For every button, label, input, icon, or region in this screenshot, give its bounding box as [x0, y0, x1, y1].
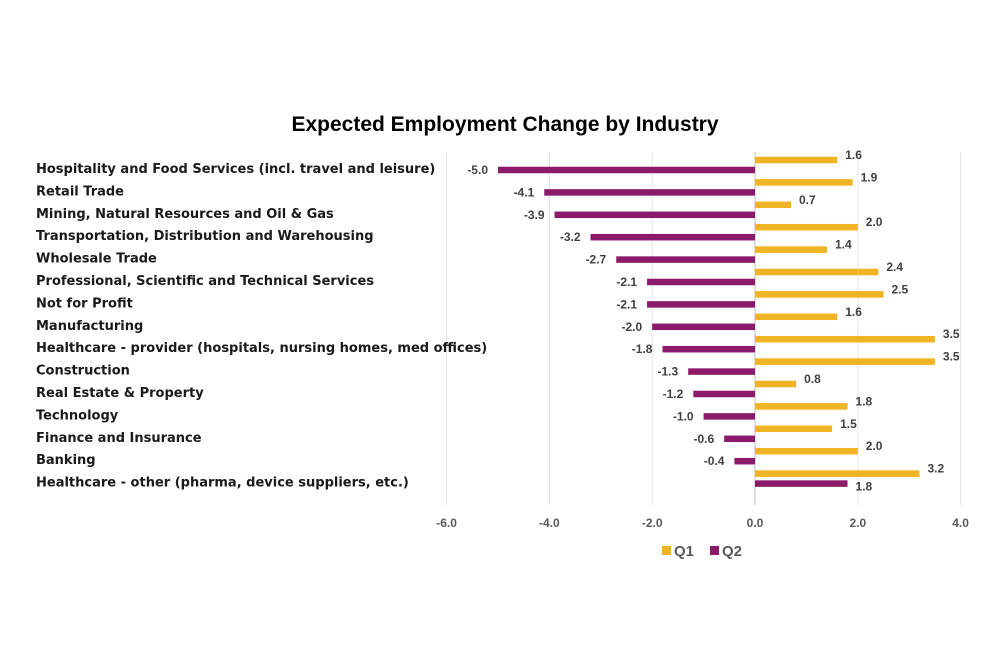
category-labels: Hospitality and Food Services (incl. tra… — [36, 162, 487, 491]
q1-value-label: 0.8 — [804, 372, 821, 386]
q1-value-label: 2.4 — [886, 260, 903, 274]
category-label: Manufacturing — [36, 319, 143, 334]
category-label: Healthcare - provider (hospitals, nursin… — [36, 341, 487, 356]
q2-bar — [724, 435, 755, 443]
q1-bar — [755, 223, 858, 231]
x-tick-label: -6.0 — [436, 516, 457, 530]
x-tick-label: 2.0 — [849, 516, 866, 530]
x-tick-label: 4.0 — [952, 516, 969, 530]
q1-value-label: 1.5 — [840, 417, 857, 431]
q2-bar — [544, 189, 755, 196]
q1-bar — [755, 291, 884, 298]
category-label: Technology — [36, 408, 119, 423]
q1-value-label: 1.6 — [845, 148, 862, 162]
q2-bar — [498, 166, 755, 174]
q1-value-label: 3.5 — [943, 350, 960, 364]
q2-bar — [703, 413, 755, 420]
value-labels: 1.6 1.9 0.7 2.0 1.4 2.4 2.5 1.6 3.5 3.5 0.8 1.8 1.5 2… — [467, 148, 960, 494]
q2-bar — [734, 457, 755, 465]
q2-value-label: -2.0 — [622, 320, 643, 334]
q1-bar — [755, 358, 935, 365]
q2-bar — [755, 480, 848, 487]
q1-bar — [755, 179, 853, 186]
q1-value-label: 0.7 — [799, 193, 816, 207]
q2-value-label: -4.1 — [514, 185, 535, 199]
q2-value-label: -2.7 — [586, 253, 607, 267]
q1-value-label: 3.5 — [943, 327, 960, 341]
x-tick-label: -4.0 — [539, 516, 560, 530]
category-label: Hospitality and Food Services (incl. tra… — [36, 162, 435, 177]
q1-value-label: 1.9 — [861, 170, 878, 184]
category-label: Finance and Insurance — [36, 431, 202, 446]
q2-bar — [688, 368, 755, 375]
q1-bar — [755, 470, 920, 477]
q1-value-label: 1.8 — [856, 394, 873, 408]
x-axis-ticks: -6.0 -4.0 -2.0 0.0 2.0 4.0 — [436, 516, 969, 530]
q1-value-label: 2.0 — [866, 215, 883, 229]
category-label: Healthcare - other (pharma, device suppl… — [36, 476, 409, 491]
category-label: Construction — [36, 364, 130, 379]
q1-value-label: 3.2 — [927, 462, 944, 476]
q1-bar — [755, 447, 858, 455]
q2-value-label: 1.8 — [856, 480, 873, 494]
q2-value-label: -3.9 — [524, 208, 545, 222]
x-tick-label: 0.0 — [747, 516, 764, 530]
q1-bar — [755, 268, 879, 276]
chart-title: Expected Employment Change by Industry — [291, 113, 718, 136]
q1-bar — [755, 201, 791, 209]
q2-value-label: -1.0 — [673, 409, 694, 423]
q1-bar — [755, 313, 838, 321]
q2-value-label: -2.1 — [616, 297, 637, 311]
q2-bar — [554, 211, 755, 219]
q2-bar — [616, 256, 755, 263]
q1-bar — [755, 246, 827, 253]
legend: Q1 Q2 — [662, 543, 742, 560]
legend-q2-label: Q2 — [722, 543, 742, 560]
legend-q1-label: Q1 — [674, 543, 694, 560]
q2-bar — [647, 301, 755, 308]
q1-bar — [755, 335, 935, 343]
q2-value-label: -1.2 — [663, 387, 684, 401]
q2-bar — [647, 278, 755, 286]
q2-bar — [590, 233, 755, 241]
q1-value-label: 1.4 — [835, 238, 852, 252]
category-label: Retail Trade — [36, 184, 124, 199]
legend-q2-swatch — [710, 546, 719, 555]
q2-value-label: -3.2 — [560, 230, 581, 244]
q2-value-label: -1.3 — [657, 365, 678, 379]
category-label: Real Estate & Property — [36, 386, 204, 401]
category-label: Mining, Natural Resources and Oil & Gas — [36, 207, 334, 222]
q1-bar — [755, 156, 838, 164]
q2-bar — [662, 345, 755, 353]
bars — [498, 156, 935, 487]
q2-value-label: -2.1 — [616, 275, 637, 289]
q2-value-label: -5.0 — [467, 163, 488, 177]
category-label: Wholesale Trade — [36, 252, 157, 267]
q1-bar — [755, 425, 833, 433]
q2-value-label: -0.4 — [704, 454, 725, 468]
q2-value-label: -1.8 — [632, 342, 653, 356]
q1-bar — [755, 380, 797, 388]
q2-bar — [652, 323, 755, 331]
q1-bar — [755, 403, 848, 410]
legend-q1-swatch — [662, 546, 671, 555]
category-label: Not for Profit — [36, 296, 133, 311]
q2-value-label: -0.6 — [693, 432, 714, 446]
category-label: Professional, Scientific and Technical S… — [36, 274, 374, 289]
q1-value-label: 2.0 — [866, 439, 883, 453]
x-tick-label: -2.0 — [642, 516, 663, 530]
category-label: Transportation, Distribution and Warehou… — [36, 229, 374, 244]
category-label: Banking — [36, 453, 96, 468]
q1-value-label: 2.5 — [892, 282, 909, 296]
q1-value-label: 1.6 — [845, 305, 862, 319]
q2-bar — [693, 390, 755, 398]
